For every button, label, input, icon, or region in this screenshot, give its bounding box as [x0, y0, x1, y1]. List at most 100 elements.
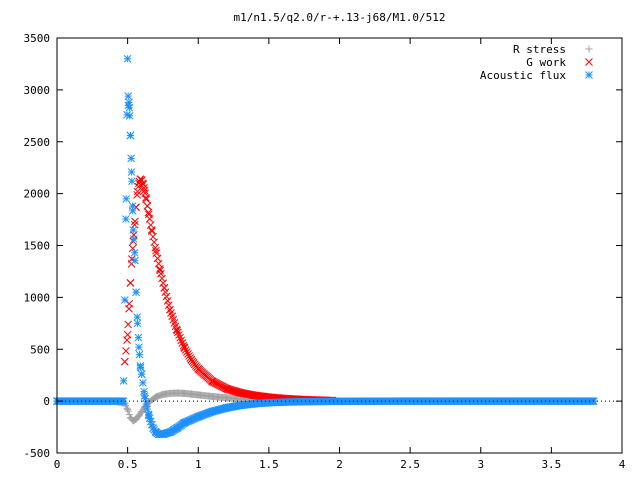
data-point — [163, 297, 172, 305]
legend-item: R stress — [513, 43, 593, 56]
y-tick-label: 0 — [43, 395, 50, 408]
data-point — [125, 410, 133, 418]
legend-label: G work — [526, 56, 566, 69]
x-tick-label: 3 — [477, 458, 484, 471]
data-point — [131, 217, 139, 226]
data-point — [159, 390, 167, 398]
data-point — [223, 394, 230, 402]
data-point — [159, 279, 168, 287]
data-point — [162, 292, 171, 301]
data-point — [159, 430, 167, 439]
data-point — [127, 154, 136, 163]
x-tick-label: 1.5 — [259, 458, 279, 471]
legend-item: Acoustic flux — [480, 69, 593, 82]
data-point — [135, 412, 143, 420]
data-point — [183, 348, 191, 356]
data-point — [122, 347, 130, 355]
data-point — [250, 391, 259, 400]
data-point — [293, 397, 301, 406]
data-point — [120, 357, 129, 366]
data-point — [166, 428, 174, 437]
x-tick-label: 0.5 — [118, 458, 138, 471]
data-point — [187, 355, 196, 364]
legend-label: R stress — [513, 43, 566, 56]
data-point — [133, 187, 142, 196]
data-point — [135, 350, 144, 359]
y-tick-label: 500 — [30, 343, 50, 356]
data-point — [175, 331, 183, 339]
data-point — [265, 398, 273, 407]
data-point — [133, 319, 142, 328]
data-point — [144, 411, 153, 420]
data-point — [222, 404, 231, 412]
data-point — [236, 388, 245, 397]
y-tick-label: 3500 — [24, 32, 51, 45]
data-point — [142, 195, 151, 204]
data-point — [125, 98, 133, 107]
data-point — [128, 177, 136, 186]
data-point — [194, 412, 203, 421]
x-tick-label: 3.5 — [541, 458, 561, 471]
data-point — [124, 92, 133, 100]
data-point — [164, 301, 173, 310]
data-point — [140, 392, 149, 400]
data-point — [125, 111, 134, 120]
data-point — [180, 343, 188, 352]
data-point — [126, 131, 135, 140]
data-point — [125, 304, 133, 313]
data-point — [184, 350, 192, 358]
data-point — [139, 379, 147, 387]
x-tick-label: 1 — [195, 458, 202, 471]
data-point — [133, 190, 142, 199]
data-point — [127, 168, 136, 176]
data-point — [236, 401, 245, 410]
data-point — [173, 424, 181, 432]
data-point — [194, 365, 203, 373]
data-point — [136, 361, 145, 370]
data-point — [132, 415, 140, 423]
y-tick-label: -500 — [24, 447, 51, 460]
data-point — [173, 326, 181, 335]
data-point — [177, 336, 186, 345]
data-point — [156, 266, 164, 275]
data-point — [137, 370, 146, 379]
data-point — [152, 393, 160, 401]
data-point — [129, 226, 138, 234]
data-point — [180, 419, 188, 427]
data-point — [132, 288, 140, 297]
data-point — [133, 313, 142, 321]
data-point — [147, 226, 156, 234]
data-point — [476, 397, 485, 405]
data-point — [122, 194, 131, 203]
data-point — [131, 256, 139, 265]
data-point — [119, 377, 128, 385]
data-point — [166, 305, 174, 314]
y-tick-label: 2000 — [24, 188, 51, 201]
data-point — [130, 248, 139, 257]
data-point — [176, 333, 184, 342]
data-point — [124, 407, 132, 415]
data-point — [173, 328, 182, 337]
x-tick-label: 4 — [619, 458, 626, 471]
y-tick-label: 1500 — [24, 240, 51, 253]
data-point — [173, 389, 181, 397]
data-point — [179, 341, 188, 350]
data-point — [123, 330, 132, 339]
data-point — [134, 333, 143, 342]
data-point — [144, 210, 153, 219]
data-point — [187, 390, 195, 398]
legend-item: G work — [526, 56, 593, 69]
data-point — [194, 391, 202, 399]
data-point — [160, 284, 169, 292]
data-point — [140, 186, 149, 195]
data-point — [155, 265, 164, 273]
data-point — [142, 399, 151, 408]
data-point — [142, 193, 150, 202]
data-point — [124, 320, 133, 329]
legend-marker — [585, 58, 593, 66]
data-point — [208, 407, 217, 416]
data-point — [123, 404, 131, 412]
data-point — [135, 343, 143, 352]
